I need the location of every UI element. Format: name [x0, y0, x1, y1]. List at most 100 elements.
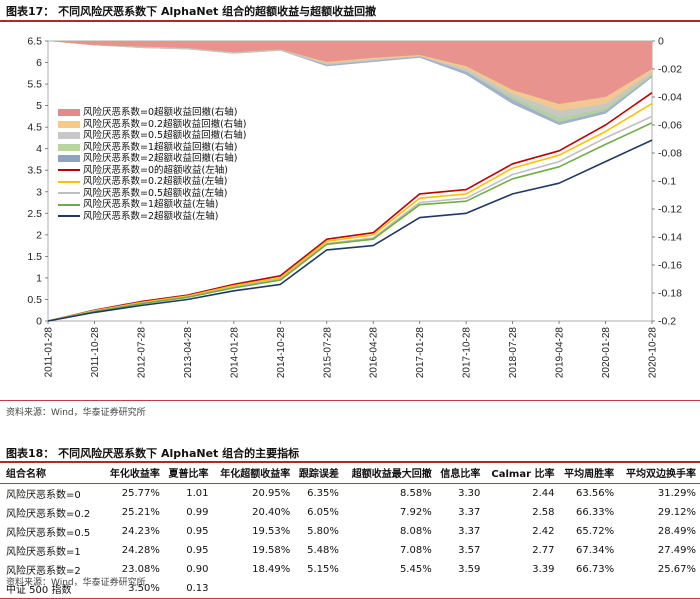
- table-cell: 20.40%: [252, 507, 291, 518]
- table-cell: 29.12%: [657, 507, 696, 518]
- figure17-source: 资料来源：Wind，华泰证券研究所: [6, 408, 146, 418]
- y-left-tick-label: 4.5: [27, 122, 42, 134]
- y-left-tick-label: 6: [36, 57, 42, 69]
- legend-label: 风险厌恶系数=1超额收益回撤(右轴): [83, 141, 238, 153]
- legend-swatch: [58, 169, 80, 172]
- y-left-tick-label: 4: [36, 143, 42, 155]
- y-left-tick-label: 2: [36, 229, 42, 241]
- table-row: 风险厌恶系数=0.2 25.21% 0.99 20.40% 6.05% 7.92% 3.37…: [0, 503, 700, 522]
- table-cell: 19.53%: [252, 526, 291, 537]
- table-cell: 0.95: [186, 526, 209, 537]
- table-cell: 2.58: [532, 507, 555, 518]
- y-left-tick-label: 6.5: [27, 36, 42, 48]
- y-right-tick-label: -0.2: [658, 316, 676, 328]
- y-right-tick-label: -0.12: [658, 204, 682, 216]
- table-header-row: 组合名称 年化收益率 夏普比率 年化超额收益率 跟踪误差 超额收益最大回撤 信息比率 Calm…: [0, 463, 700, 484]
- legend-swatch: [58, 143, 80, 151]
- x-tick-label: 2014-01-28: [229, 327, 240, 379]
- table-cell: [484, 579, 559, 599]
- table-cell: 1.01: [186, 488, 209, 499]
- table-cell: 24.23%: [121, 526, 160, 537]
- legend-label: 风险厌恶系数=0超额收益回撤(右轴): [83, 107, 238, 118]
- table-cell: 0.13: [163, 579, 213, 599]
- y-left-tick-label: 0: [36, 316, 42, 328]
- table-cell: 5.48%: [307, 545, 339, 556]
- legend-item: 风险厌恶系数=0.2超额收益(左轴): [58, 176, 246, 188]
- table-cell: [558, 579, 619, 599]
- return-line: [47, 92, 653, 322]
- table-cell: [342, 579, 436, 599]
- legend-swatch: [58, 203, 80, 206]
- y-right-tick-label: -0.18: [658, 288, 682, 300]
- table-cell: 5.45%: [399, 564, 432, 575]
- x-tick-label: 2019-04-28: [555, 327, 566, 379]
- table-cell: 19.58%: [252, 545, 291, 556]
- legend-label: 风险厌恶系数=2超额收益(左轴): [83, 210, 219, 222]
- column-header: Calmar 比率: [484, 463, 559, 484]
- legend-item: 风险厌恶系数=0.5超额收益(左轴): [58, 188, 246, 200]
- table-row: 风险厌恶系数=1 24.28% 0.95 19.58% 5.48% 7.08% 3.57 2.…: [0, 541, 700, 560]
- table-cell: 3.37: [458, 526, 481, 537]
- table-cell: 25.21%: [121, 507, 160, 518]
- table-cell: 3.57: [458, 545, 481, 556]
- legend-label: 风险厌恶系数=1超额收益(左轴): [83, 199, 219, 210]
- legend-swatch: [58, 155, 80, 163]
- legend-item: 风险厌恶系数=0超额收益回撤(右轴): [58, 107, 246, 119]
- x-tick-label: 2011-10-28: [90, 327, 101, 378]
- y-left-tick-label: 3: [36, 186, 42, 198]
- table-cell: [212, 579, 295, 599]
- column-header: 组合名称: [0, 463, 105, 484]
- table-cell: 7.08%: [399, 545, 432, 556]
- return-line: [47, 139, 653, 322]
- y-right-tick-label: -0.02: [658, 64, 682, 76]
- table-cell: 5.80%: [307, 526, 339, 537]
- legend-label: 风险厌恶系数=0.5超额收益(左轴): [83, 187, 228, 199]
- table-cell: [294, 579, 343, 599]
- column-header: 平均双边换手率: [618, 463, 700, 484]
- figure17-bottom-rule: [0, 400, 700, 401]
- x-tick-label: 2020-10-28: [648, 327, 659, 379]
- x-tick-label: 2014-10-28: [276, 327, 287, 379]
- x-tick-label: 2013-04-28: [183, 327, 194, 379]
- table-cell: 6.05%: [307, 507, 339, 518]
- drawdown-area: [48, 41, 652, 104]
- x-tick-label: 2020-01-28: [601, 327, 612, 379]
- table-cell: 2.77: [532, 545, 555, 556]
- legend-item: 风险厌恶系数=1超额收益(左轴): [58, 199, 246, 211]
- table-cell: 0.90: [186, 564, 209, 575]
- table-cell: [618, 579, 700, 599]
- table-cell: 2.42: [532, 526, 555, 537]
- table-cell: 20.95%: [252, 488, 291, 499]
- legend-item: 风险厌恶系数=2超额收益回撤(右轴): [58, 153, 246, 165]
- table-cell: 3.37: [458, 507, 481, 518]
- legend-item: 风险厌恶系数=1超额收益回撤(右轴): [58, 142, 246, 154]
- table-cell: 风险厌恶系数=2: [6, 566, 81, 577]
- table-cell: 31.29%: [657, 488, 696, 499]
- excess-return-chart: 0 0.5 1 1.5 2 2.5 3 3.5 4 4.5 5 5.5 6 6.5 0 -0.02 -0.04 -…: [27, 36, 682, 379]
- table-cell: 0.95: [186, 545, 209, 556]
- table-cell: 风险厌恶系数=1: [6, 547, 81, 558]
- legend-item: 风险厌恶系数=2超额收益(左轴): [58, 211, 246, 223]
- figure18-top-rule: [0, 461, 700, 463]
- column-header: 年化超额收益率: [212, 463, 295, 484]
- y-right-tick-label: 0: [658, 36, 664, 48]
- table-row: 风险厌恶系数=2 23.08% 0.90 18.49% 5.15% 5.45% 3.59 3.…: [0, 560, 700, 579]
- legend-swatch: [58, 215, 80, 218]
- table-cell: 65.72%: [576, 526, 615, 537]
- column-header: 平均周胜率: [558, 463, 619, 484]
- table-cell: 63.56%: [576, 488, 615, 499]
- table-cell: 3.39: [532, 564, 555, 575]
- y-right-tick-label: -0.1: [658, 176, 676, 188]
- table-cell: 3.59: [458, 564, 481, 575]
- y-left-tick-label: 3.5: [27, 165, 42, 177]
- figure17-title: 图表17： 不同风险厌恶系数下 AlphaNet 组合的超额收益与超额收益回撤: [6, 5, 377, 18]
- column-header: 跟踪误差: [294, 463, 343, 484]
- table-cell: 7.92%: [399, 507, 432, 518]
- table-cell: 3.30: [458, 488, 481, 499]
- table-cell: 2.44: [532, 488, 555, 499]
- table-cell: 25.67%: [657, 564, 696, 575]
- x-tick-label: 2016-04-28: [369, 327, 380, 379]
- table-cell: 66.73%: [576, 564, 615, 575]
- table-row: 风险厌恶系数=0.5 24.23% 0.95 19.53% 5.80% 8.08% 3.37…: [0, 522, 700, 541]
- x-tick-label: 2015-07-28: [322, 327, 333, 379]
